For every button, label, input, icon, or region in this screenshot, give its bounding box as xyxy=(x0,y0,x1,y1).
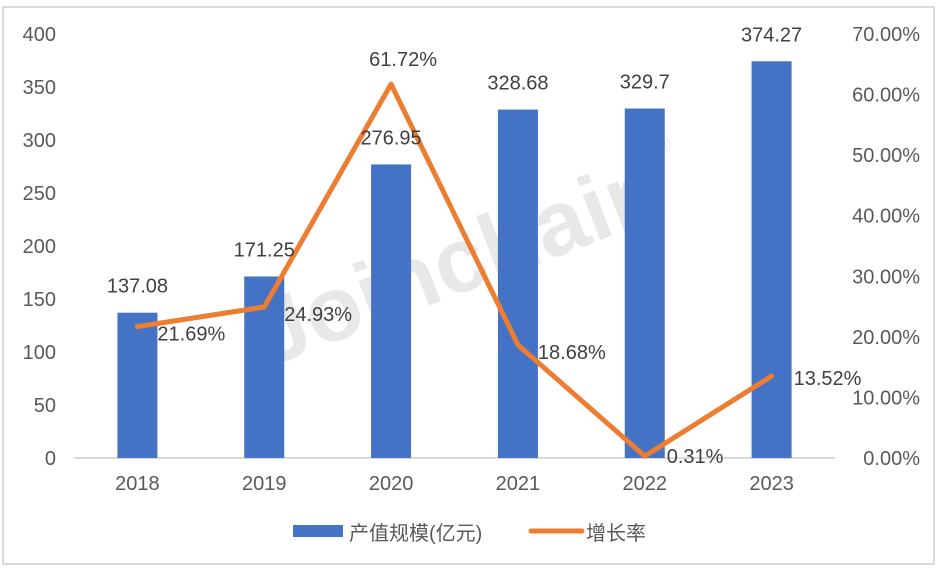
bar-2022 xyxy=(624,108,665,458)
legend-bar-label: 产值规模(亿元) xyxy=(349,522,482,545)
left-axis-tick: 150 xyxy=(23,289,56,311)
x-axis-tick: 2022 xyxy=(623,473,668,495)
x-axis-tick: 2020 xyxy=(369,473,414,495)
bar-data-label: 374.27 xyxy=(741,24,802,46)
left-axis-tick: 0 xyxy=(45,448,56,470)
line-data-label: 21.69% xyxy=(157,324,225,346)
bar-2018 xyxy=(117,312,158,458)
left-axis-tick: 300 xyxy=(23,130,56,152)
right-axis-tick: 20.00% xyxy=(852,327,920,349)
line-data-label: 13.52% xyxy=(794,368,862,390)
left-axis: 0 50 100 150 200 250 300 350 400 xyxy=(23,24,56,470)
left-axis-tick: 250 xyxy=(23,183,56,205)
bar-data-label: 329.7 xyxy=(620,72,670,94)
bar-2021 xyxy=(497,109,538,459)
right-axis-tick: 60.00% xyxy=(852,85,920,107)
bar-data-label: 276.95 xyxy=(360,127,421,149)
right-axis-tick: 40.00% xyxy=(852,206,920,228)
x-axis-tick: 2018 xyxy=(115,473,160,495)
right-axis-tick: 0.00% xyxy=(863,448,920,470)
bar-data-label: 137.08 xyxy=(107,276,168,298)
line-data-label: 0.31% xyxy=(667,446,724,468)
bar-data-label: 171.25 xyxy=(234,239,295,261)
bar-2023 xyxy=(751,61,792,458)
watermark-text: Joinchain xyxy=(240,137,677,386)
right-axis-tick: 10.00% xyxy=(852,387,920,409)
legend-line-label: 增长率 xyxy=(586,522,646,545)
line-series xyxy=(134,81,775,459)
left-axis-tick: 50 xyxy=(34,395,56,417)
line-data-label: 61.72% xyxy=(369,49,437,71)
right-axis-tick: 50.00% xyxy=(852,145,920,167)
line-data-labels: 21.69% 24.93% 61.72% 18.68% 0.31% 13.52% xyxy=(157,49,861,468)
bar-data-label: 328.68 xyxy=(487,73,548,95)
right-axis-tick: 30.00% xyxy=(852,266,920,288)
right-axis-tick: 70.00% xyxy=(852,24,920,46)
right-axis: 0.00% 10.00% 20.00% 30.00% 40.00% 50.00% 60.00… xyxy=(852,24,920,470)
x-axis-tick: 2023 xyxy=(749,473,794,495)
legend-bar-swatch xyxy=(293,525,343,537)
left-axis-tick: 100 xyxy=(23,342,56,364)
legend: 产值规模(亿元) 增长率 xyxy=(293,522,646,545)
left-axis-tick: 200 xyxy=(23,236,56,258)
left-axis-tick: 350 xyxy=(23,77,56,99)
bar-series xyxy=(117,61,792,459)
bar-2020 xyxy=(371,164,412,459)
x-axis-tick: 2021 xyxy=(496,473,541,495)
bar-data-labels: 137.08 171.25 276.95 328.68 329.7 374.27 xyxy=(107,24,802,297)
x-axis-tick: 2019 xyxy=(242,473,287,495)
x-axis: 2018 2019 2020 2021 2022 2023 xyxy=(115,473,794,495)
line-data-label: 24.93% xyxy=(284,304,352,326)
left-axis-tick: 400 xyxy=(23,24,56,46)
line-data-label: 18.68% xyxy=(538,342,606,364)
growth-rate-line xyxy=(134,81,775,459)
